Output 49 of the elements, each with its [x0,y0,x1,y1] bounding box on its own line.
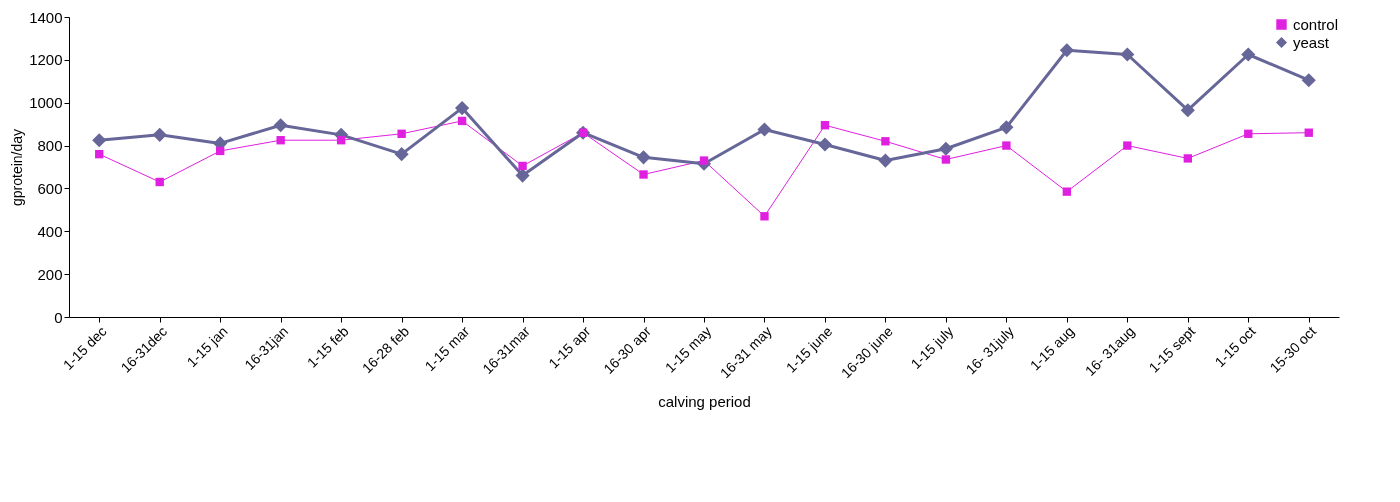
point [1002,141,1011,150]
point [817,137,833,152]
point [1244,129,1253,138]
point [881,137,890,146]
point [152,127,167,142]
y-tick-label: 800 [37,137,63,155]
y-tick-label: 600 [37,179,63,197]
point [1059,43,1074,58]
y-tick-label: 1200 [29,51,63,69]
y-tick-label: 400 [37,222,63,240]
point [515,168,530,183]
point [518,161,527,171]
legend-label: yeast [1293,33,1330,51]
point [455,101,470,116]
point [757,122,772,137]
y-tick-label: 1000 [29,94,63,112]
point [276,136,285,145]
y-axis-title: gprotein/day [9,128,26,207]
point [92,133,107,148]
point [95,149,104,159]
x-axis-title: calving period [658,393,751,411]
point [397,129,406,138]
y-tick-label: 200 [37,265,63,283]
point [1062,187,1072,196]
point [760,212,769,221]
point [1123,141,1132,150]
point [639,170,648,179]
legend-label: control [1293,15,1339,33]
point [155,177,164,187]
point [999,120,1014,135]
point [941,155,951,164]
point [1241,47,1256,62]
point [216,146,225,156]
point [1301,73,1316,88]
point [457,116,467,126]
point [394,147,409,162]
point [1304,128,1313,137]
point [636,150,651,165]
y-tick-label: 1400 [29,8,63,26]
point [699,156,709,165]
point [1120,47,1135,62]
point [273,118,288,133]
point [336,136,346,145]
point [878,153,893,168]
y-tick-label: 0 [54,308,63,326]
point [1183,154,1192,163]
point [1180,103,1195,118]
point [820,121,830,130]
point [938,141,953,156]
